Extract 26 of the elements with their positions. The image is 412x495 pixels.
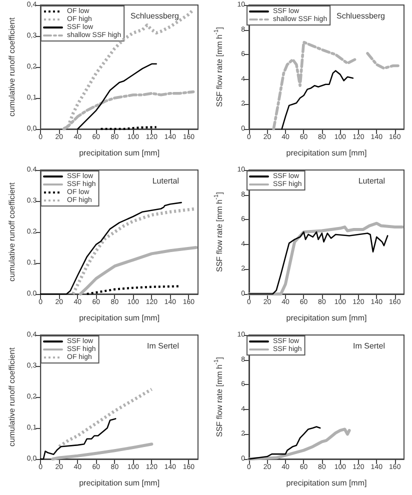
text: Schluessberg xyxy=(130,12,180,20)
y-axis-title: cumulative runoff coefficient xyxy=(8,16,16,116)
line-series xyxy=(248,428,351,460)
text: Lutertal xyxy=(152,176,180,186)
line-series xyxy=(77,63,157,130)
line-series xyxy=(40,418,116,460)
x-axis-title: precipitation sum [mm] xyxy=(286,314,367,322)
x-axis-title: precipitation sum [mm] xyxy=(79,478,160,488)
line-series xyxy=(281,70,354,130)
x-axis-title: precipitation sum [mm] xyxy=(286,478,367,488)
x-axis-title: precipitation sum [mm] xyxy=(79,314,160,322)
text: Lutertal xyxy=(358,176,386,186)
y-axis-title: cumulative runoff coefficient xyxy=(8,182,16,282)
text: Schluessberg xyxy=(336,12,386,20)
x-axis-title: precipitation sum [mm] xyxy=(79,148,160,158)
text: Im Sertel xyxy=(146,342,180,350)
y-axis-title: cumulative runoff coefficient xyxy=(8,346,16,446)
line-series xyxy=(51,442,154,460)
line-series xyxy=(78,246,198,296)
line-series xyxy=(86,285,181,296)
line-series xyxy=(58,388,154,448)
line-series xyxy=(40,202,182,295)
line-series xyxy=(248,231,388,295)
line-series xyxy=(248,426,321,460)
x-axis-title: precipitation sum [mm] xyxy=(286,148,367,158)
text: Im Sertel xyxy=(352,342,386,350)
